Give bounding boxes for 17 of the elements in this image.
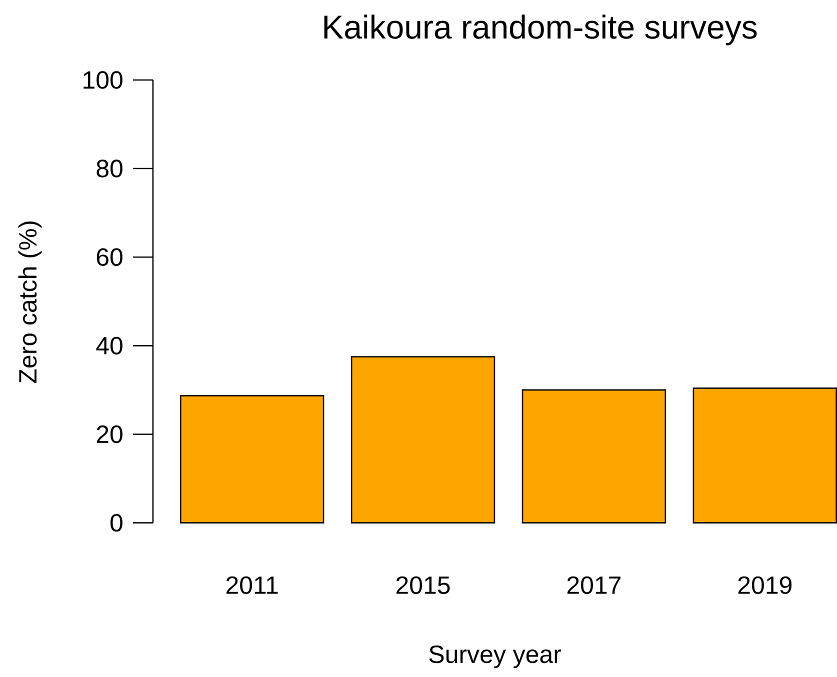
- x-tick-label: 2019: [738, 576, 792, 594]
- y-tick-label: 80: [96, 160, 122, 178]
- y-axis-title: Zero catch (%): [18, 222, 42, 384]
- bar: [522, 390, 666, 523]
- x-axis-title: Survey year: [429, 646, 562, 668]
- x-tick-label: 2017: [567, 576, 620, 594]
- chart-title: Kaikoura random-site surveys: [324, 14, 757, 46]
- x-tick-label: 2011: [226, 576, 278, 594]
- y-tick-label: 100: [84, 71, 122, 89]
- y-tick-label: 0: [110, 514, 122, 532]
- y-tick-label: 60: [96, 248, 122, 266]
- bar: [352, 356, 494, 523]
- y-tick-label: 40: [96, 336, 122, 355]
- y-tick-label: 20: [96, 426, 122, 444]
- bar: [180, 396, 324, 523]
- bar: [692, 388, 837, 524]
- x-tick-label: 2015: [396, 576, 450, 594]
